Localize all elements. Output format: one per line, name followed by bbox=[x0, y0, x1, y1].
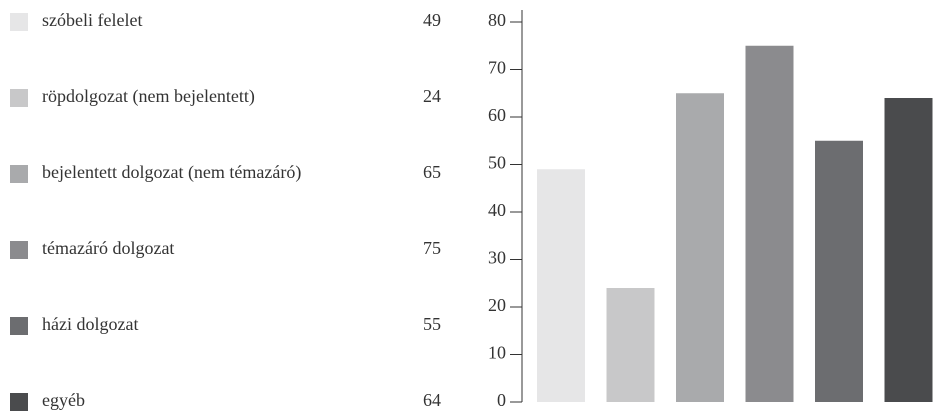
legend-swatch bbox=[10, 393, 28, 411]
bar bbox=[606, 288, 655, 402]
legend-swatch bbox=[10, 317, 28, 335]
legend-value: 24 bbox=[423, 86, 441, 106]
y-tick-label: 80 bbox=[488, 10, 506, 30]
legend-value: 64 bbox=[423, 390, 441, 410]
legend-value: 75 bbox=[423, 238, 441, 258]
y-tick-label: 30 bbox=[488, 248, 506, 268]
bar bbox=[815, 140, 863, 402]
bar bbox=[676, 93, 724, 402]
legend-label: röpdolgozat (nem bejelentett) bbox=[42, 86, 255, 107]
legend-swatch bbox=[10, 89, 28, 107]
legend-swatch bbox=[10, 165, 28, 183]
y-tick-label: 60 bbox=[488, 105, 506, 125]
legend-label: bejelentett dolgozat (nem témazáró) bbox=[42, 162, 301, 183]
legend-swatch bbox=[10, 241, 28, 259]
legend-value: 55 bbox=[423, 314, 441, 334]
legend-swatch bbox=[10, 13, 28, 31]
y-tick-label: 0 bbox=[497, 390, 506, 410]
y-tick-label: 40 bbox=[488, 200, 506, 220]
y-tick-label: 10 bbox=[488, 343, 506, 363]
legend-label: egyéb bbox=[42, 390, 85, 410]
bar bbox=[884, 98, 933, 402]
legend-value: 65 bbox=[423, 162, 441, 182]
y-tick-label: 70 bbox=[488, 58, 506, 78]
legend-label: témazáró dolgozat bbox=[42, 238, 174, 258]
legend-value: 49 bbox=[423, 10, 441, 30]
y-tick-label: 20 bbox=[488, 295, 506, 315]
bar bbox=[537, 169, 585, 402]
bar bbox=[745, 45, 794, 402]
y-tick-label: 50 bbox=[488, 153, 506, 173]
legend-label: szóbeli felelet bbox=[42, 10, 142, 30]
legend-label: házi dolgozat bbox=[42, 314, 138, 334]
